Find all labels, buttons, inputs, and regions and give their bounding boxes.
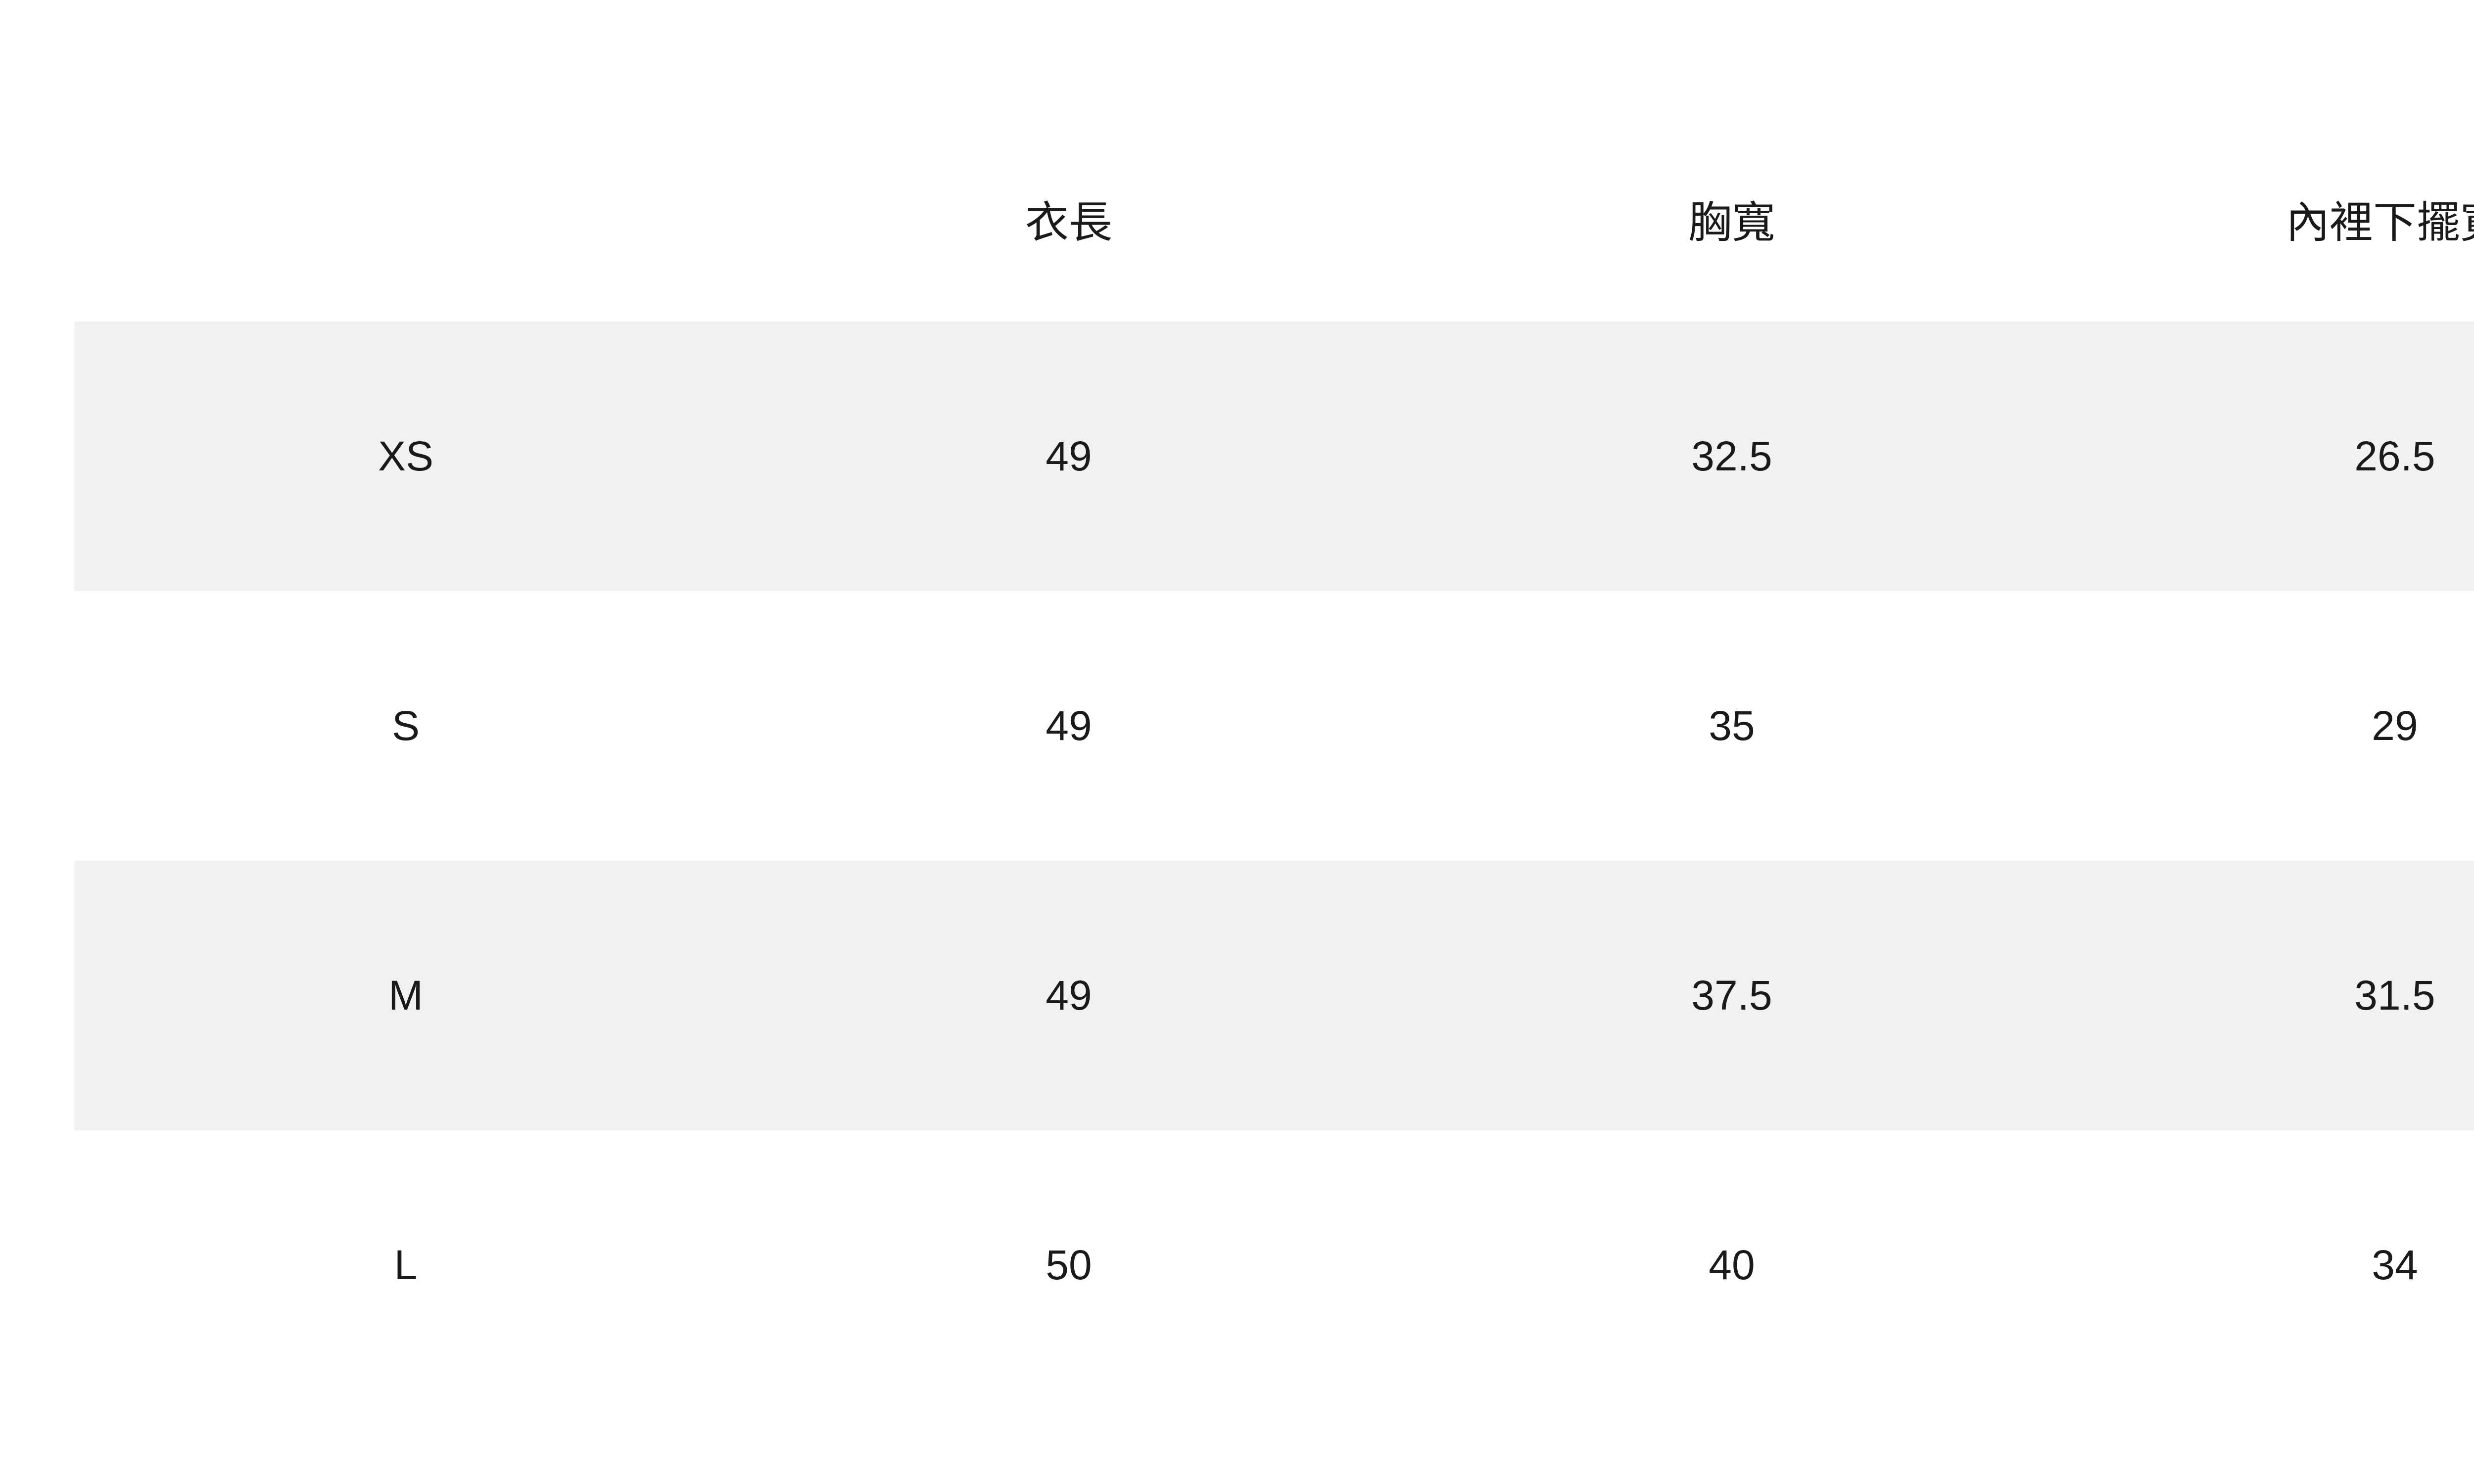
table-row: XS 49 32.5 26.5 28.5 (74, 322, 2474, 591)
table-body: XS 49 32.5 26.5 28.5 S 49 35 29 31 M 49 … (74, 322, 2474, 1400)
size-label: M (74, 861, 737, 1130)
cell-lining-hem: 31.5 (2063, 861, 2474, 1130)
table-row: L 50 40 34 36 (74, 1130, 2474, 1400)
cell-chest: 35 (1400, 591, 2063, 861)
column-header-length: 衣長 (737, 124, 1400, 322)
cell-length: 50 (737, 1130, 1400, 1400)
cell-chest: 40 (1400, 1130, 2063, 1400)
column-header-size (74, 124, 737, 322)
measurements-table: 衣長 胸寬 內裡下擺寬 下擺寬 XS 49 32.5 26.5 28.5 S 4… (74, 124, 2474, 1400)
cell-lining-hem: 26.5 (2063, 322, 2474, 591)
column-header-chest: 胸寬 (1400, 124, 2063, 322)
size-label: S (74, 591, 737, 861)
size-label: L (74, 1130, 737, 1400)
table-row: S 49 35 29 31 (74, 591, 2474, 861)
column-header-lining-hem: 內裡下擺寬 (2063, 124, 2474, 322)
table-head: 衣長 胸寬 內裡下擺寬 下擺寬 (74, 124, 2474, 322)
size-label: XS (74, 322, 737, 591)
cell-chest: 32.5 (1400, 322, 2063, 591)
cell-length: 49 (737, 591, 1400, 861)
cell-length: 49 (737, 322, 1400, 591)
header-row: 衣長 胸寬 內裡下擺寬 下擺寬 (74, 124, 2474, 322)
cell-chest: 37.5 (1400, 861, 2063, 1130)
cell-length: 49 (737, 861, 1400, 1130)
table-row: M 49 37.5 31.5 33.5 (74, 861, 2474, 1130)
cell-lining-hem: 29 (2063, 591, 2474, 861)
cell-lining-hem: 34 (2063, 1130, 2474, 1400)
